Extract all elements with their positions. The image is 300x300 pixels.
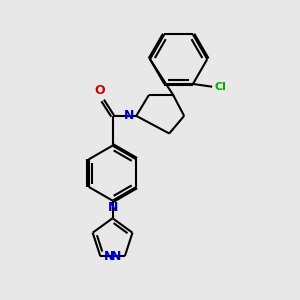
Text: N: N <box>111 250 121 262</box>
Text: Cl: Cl <box>214 82 226 92</box>
Text: N: N <box>104 250 115 262</box>
Text: O: O <box>94 84 105 97</box>
Text: N: N <box>107 201 118 214</box>
Text: N: N <box>124 110 135 122</box>
